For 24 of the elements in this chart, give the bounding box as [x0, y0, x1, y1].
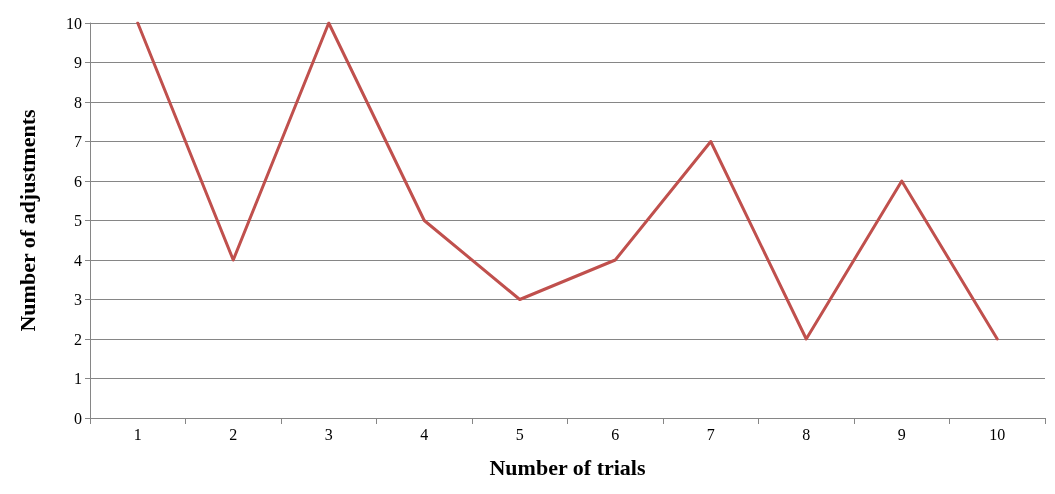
x-tick-label: 1 [133, 425, 142, 443]
y-tick-label: 9 [74, 54, 82, 71]
line-series [136, 21, 999, 341]
y-tick-label: 6 [74, 172, 82, 190]
x-tick-label: 6 [611, 425, 620, 443]
y-tick-label: 7 [74, 133, 82, 150]
y-tick-label: 3 [74, 291, 82, 308]
x-tick-label: 10 [989, 425, 1006, 443]
y-tick-label: 4 [74, 251, 82, 269]
x-tick-label: 7 [706, 425, 715, 443]
x-tick-label: 3 [324, 425, 333, 443]
x-tick-label: 4 [420, 425, 429, 443]
x-tick-label: 2 [229, 425, 238, 443]
y-tick-label: 1 [74, 370, 82, 387]
x-tick-label: 5 [515, 425, 524, 443]
x-tick-label: 8 [802, 425, 811, 443]
y-axis-title: Number of adjustments [14, 109, 40, 332]
x-tick-label: 9 [897, 425, 906, 443]
y-tick-label: 10 [66, 14, 82, 32]
x-axis-title: Number of trials [489, 454, 646, 480]
y-tick-label: 0 [74, 409, 82, 427]
y-tick-label: 2 [74, 330, 82, 348]
y-tick-label: 8 [74, 93, 82, 111]
y-tick-label: 5 [74, 212, 82, 229]
